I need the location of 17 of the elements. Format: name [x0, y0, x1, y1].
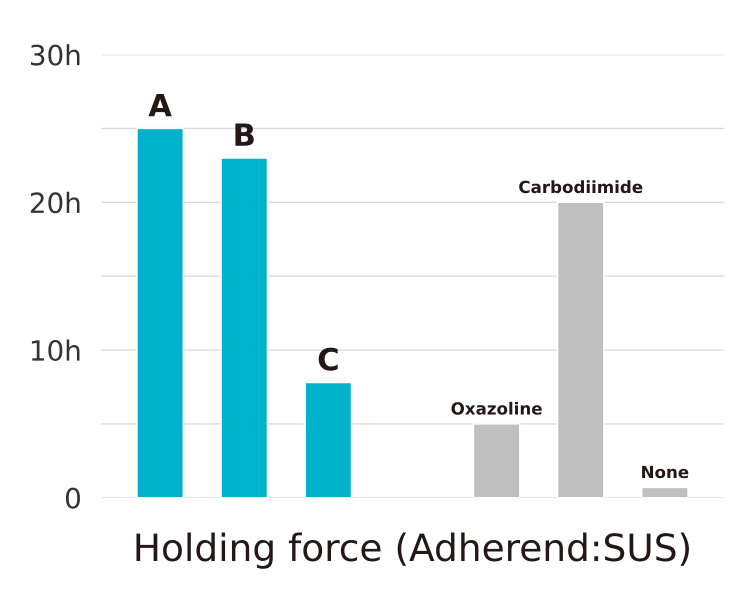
x-tick-label: B [235, 123, 254, 146]
y-tick-label: 30h [30, 44, 80, 66]
bar [136, 128, 184, 498]
y-tick-label: 20h [30, 192, 80, 214]
bar [304, 382, 352, 498]
bar [220, 157, 268, 498]
x-tick-label: C [318, 348, 338, 371]
bar [556, 202, 605, 498]
x-tick-label: None [642, 466, 688, 478]
y-tick-label: 0 [66, 488, 80, 509]
x-tick-label: A [148, 94, 172, 116]
y-tick-label: 10h [32, 339, 80, 361]
x-tick-label: Oxazoline [451, 402, 542, 415]
bar [641, 486, 689, 498]
bar [472, 423, 520, 498]
x-axis-title: Holding force (Adherend:SUS) [136, 532, 689, 569]
x-tick-label: Carbodiimide [519, 180, 642, 194]
